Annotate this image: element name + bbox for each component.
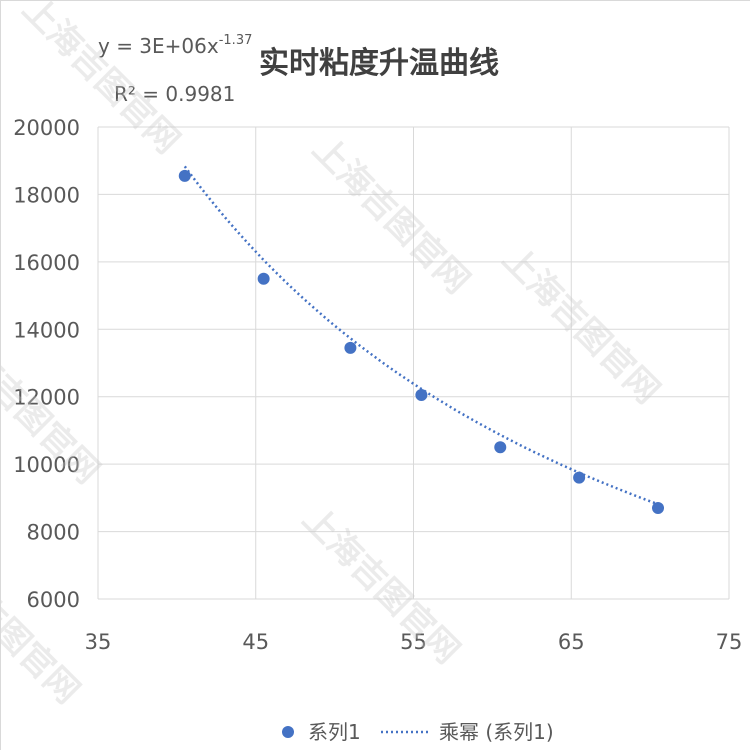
- chart-title: 实时粘度升温曲线: [259, 46, 499, 81]
- legend: 系列1 乘幂 (系列1): [282, 720, 554, 744]
- gridlines: [97, 126, 730, 600]
- legend-label-trendline: 乘幂 (系列1): [439, 720, 554, 744]
- x-tick-label: 35: [85, 630, 112, 654]
- y-tick-label: 16000: [13, 251, 80, 275]
- r-squared-label: R² = 0.9981: [114, 82, 235, 106]
- watermark-text: 上海吉图官网: [295, 499, 468, 672]
- data-point: [415, 389, 428, 402]
- x-tick-label: 55: [400, 630, 427, 654]
- data-point: [573, 471, 586, 484]
- y-tick-label: 20000: [13, 116, 80, 140]
- data-point: [178, 169, 191, 182]
- x-tick-label: 45: [242, 630, 269, 654]
- x-tick-label: 75: [716, 630, 743, 654]
- axes: 6000 8000 10000 12000 14000 16000 18000 20000 35…: [13, 116, 742, 654]
- trendline-equation: y = 3E+06x-1.37: [98, 33, 252, 58]
- equation-exponent: -1.37: [219, 33, 253, 48]
- watermark-text: 上海吉图官网: [305, 129, 478, 302]
- points-group: [178, 169, 665, 514]
- legend-marker-series: [282, 726, 294, 738]
- y-tick-label: 8000: [27, 521, 80, 545]
- data-point: [257, 272, 270, 285]
- y-tick-label: 12000: [13, 386, 80, 410]
- watermark-text: 上海吉图官网: [495, 239, 668, 412]
- y-tick-label: 18000: [13, 183, 80, 207]
- equation-base: y = 3E+06x: [98, 34, 219, 58]
- legend-label-series: 系列1: [308, 720, 361, 744]
- watermark-text: 上海吉图官网: [1, 539, 87, 712]
- y-tick-label: 6000: [27, 588, 80, 612]
- data-point: [652, 501, 665, 514]
- data-point: [494, 441, 507, 454]
- x-tick-label: 65: [558, 630, 585, 654]
- y-tick-label: 14000: [13, 318, 80, 342]
- data-point: [344, 341, 357, 354]
- y-tick-label: 10000: [13, 453, 80, 477]
